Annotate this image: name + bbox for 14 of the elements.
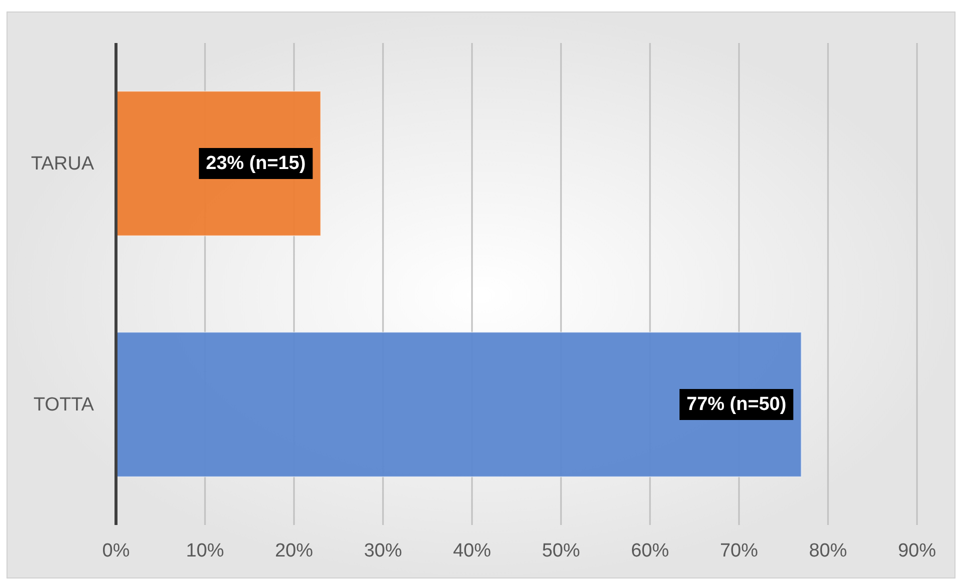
y-tick-label: TOTTA bbox=[33, 394, 94, 416]
data-label: 77% (n=50) bbox=[686, 394, 786, 415]
x-tick-label: 20% bbox=[274, 540, 314, 562]
x-tick-label: 70% bbox=[720, 540, 758, 562]
x-tick-label: 80% bbox=[808, 540, 848, 562]
x-tick-label: 30% bbox=[364, 540, 402, 562]
x-tick-label: 0% bbox=[102, 540, 130, 562]
x-tick-label: 50% bbox=[542, 540, 580, 562]
y-tick-label: TARUA bbox=[31, 154, 94, 175]
x-tick-label: 40% bbox=[452, 540, 492, 562]
x-tick-label: 90% bbox=[898, 540, 936, 562]
data-label: 23% (n=15) bbox=[206, 153, 306, 174]
x-tick-label: 10% bbox=[186, 540, 224, 562]
x-tick-label: 60% bbox=[630, 540, 670, 562]
